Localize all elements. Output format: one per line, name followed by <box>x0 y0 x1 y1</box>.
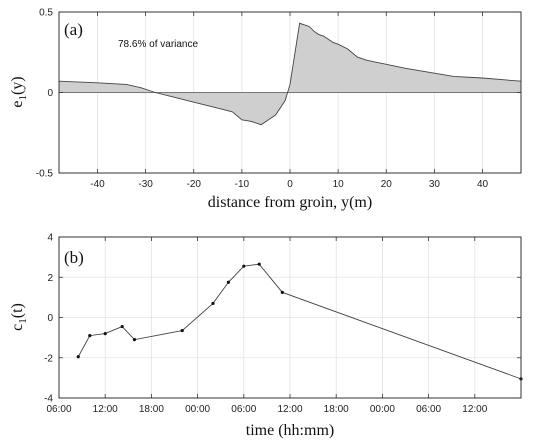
a-x-tick-label: -20 <box>187 179 202 190</box>
a-x-tick-label: 0 <box>287 179 293 190</box>
a-x-tick-label: -30 <box>138 179 153 190</box>
b-y-tick-label: 0 <box>47 313 53 324</box>
panel-a-series-line <box>58 22 522 126</box>
panel-b-series-line <box>77 263 522 380</box>
b-y-tick-label: 2 <box>47 273 53 284</box>
panel-a-annotation: 78.6% of variance <box>118 39 198 50</box>
b-data-point <box>280 290 284 294</box>
panel-a-x-axis-label: distance from groin, y(m) <box>208 194 372 211</box>
a-x-tick-label: -10 <box>235 179 250 190</box>
b-data-point <box>180 328 184 333</box>
b-x-tick-label: 00:00 <box>370 404 395 415</box>
panel-a: -40 -30 -20 -10 0 10 20 30 40 -0.5 0 0.5 (a) 78.6%… <box>9 8 522 211</box>
b-x-tick-label: 12:00 <box>93 404 118 415</box>
b-data-point <box>211 301 215 306</box>
b-data-point <box>242 264 246 268</box>
panel-a-y-axis-label: e1(y) <box>9 76 29 107</box>
a-x-tick-label: 10 <box>333 179 345 190</box>
b-x-tick-label: 00:00 <box>185 404 210 415</box>
panel-b-y-ticks: -4 -2 0 2 4 <box>44 233 521 405</box>
b-x-tick-label: 12:00 <box>277 404 302 415</box>
a-x-tick-label: -40 <box>90 179 105 190</box>
b-x-tick-label: 06:00 <box>231 404 256 415</box>
b-data-point <box>88 334 92 338</box>
a-x-tick-label: 30 <box>429 179 441 190</box>
a-y-tick-label: 0 <box>47 88 53 99</box>
b-x-tick-label: 18:00 <box>139 404 164 415</box>
b-y-tick-label: -4 <box>44 394 53 405</box>
panel-b-points <box>76 262 523 381</box>
panel-b-x-ticks: 06:00 12:00 18:00 00:00 06:00 12:00 18:00 00:00… <box>46 237 522 415</box>
panel-b-label: (b) <box>64 248 84 267</box>
b-data-point <box>103 332 107 336</box>
b-x-tick-label: 12:00 <box>462 404 487 415</box>
panel-a-label: (a) <box>64 20 83 39</box>
panel-b-grid <box>58 236 522 399</box>
panel-b-y-axis-label: c1(t) <box>9 303 29 331</box>
panel-b-x-axis-label: time (hh:mm) <box>246 422 334 439</box>
panel-b-y-label-suffix: (t) <box>9 303 26 318</box>
panel-a-y-label-sub: 1 <box>17 95 29 101</box>
a-y-tick-label: 0.5 <box>39 8 53 19</box>
panel-a-y-ticks: -0.5 0 0.5 <box>36 8 521 180</box>
b-y-tick-label: -2 <box>44 353 53 364</box>
panel-a-x-ticks: -40 -30 -20 -10 0 10 20 30 40 <box>90 12 488 190</box>
a-x-tick-label: 20 <box>381 179 393 190</box>
panel-a-y-label-suffix: (y) <box>9 76 26 95</box>
b-data-point <box>226 280 230 284</box>
panel-b-y-label-sub: 1 <box>17 318 29 324</box>
b-x-tick-label: 06:00 <box>416 404 441 415</box>
b-x-tick-label: 06:00 <box>46 404 71 415</box>
panel-a-y-label-main: e <box>9 101 26 108</box>
panel-b: 06:00 12:00 18:00 00:00 06:00 12:00 18:00 00:00… <box>9 233 523 439</box>
b-data-point <box>257 262 261 266</box>
a-x-tick-label: 40 <box>477 179 489 190</box>
b-data-point <box>132 338 137 342</box>
b-x-tick-label: 18:00 <box>324 404 349 415</box>
b-data-point <box>76 355 80 359</box>
panel-b-y-label-main: c <box>9 324 26 331</box>
b-y-tick-label: 4 <box>47 233 53 244</box>
a-y-tick-label: -0.5 <box>36 169 54 180</box>
b-data-point <box>120 324 124 329</box>
panel-a-area-fill <box>59 23 521 125</box>
